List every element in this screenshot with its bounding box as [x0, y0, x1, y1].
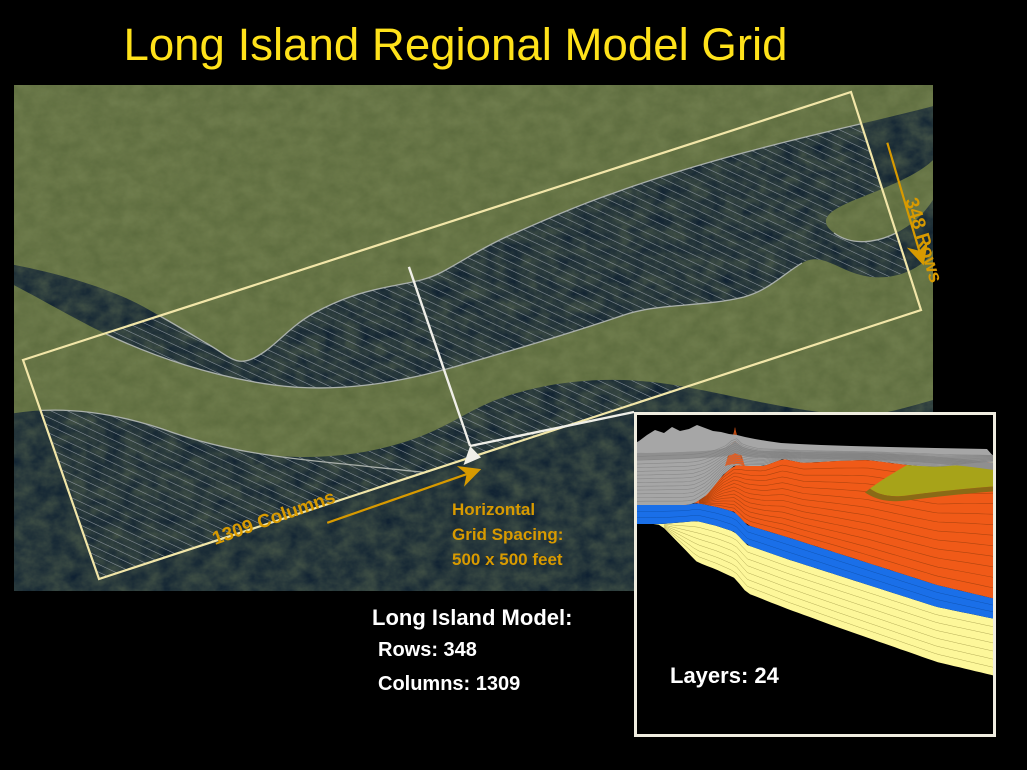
svg-text:Horizontal: Horizontal [452, 500, 535, 519]
svg-text:Grid Spacing:: Grid Spacing: [452, 525, 563, 544]
svg-text:500 x 500 feet: 500 x 500 feet [452, 550, 563, 569]
svg-text:Rows: 348: Rows: 348 [378, 639, 477, 661]
svg-text:Columns: 1309: Columns: 1309 [378, 673, 520, 695]
svg-text:Long Island Model:: Long Island Model: [372, 605, 572, 630]
svg-text:1309 Columns: 1309 Columns [210, 487, 338, 550]
svg-text:348 Rows: 348 Rows [900, 195, 946, 285]
